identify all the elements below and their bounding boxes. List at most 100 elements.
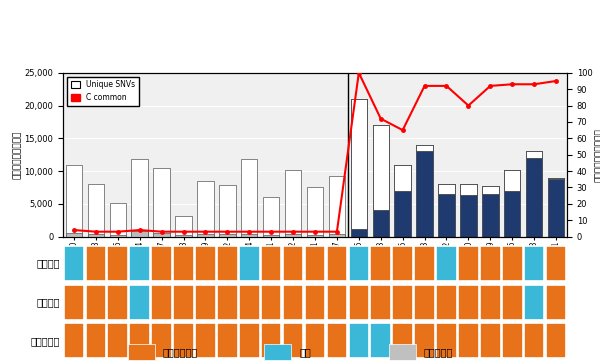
Bar [285, 170, 301, 237]
Bar [175, 235, 192, 237]
Bar [305, 246, 325, 281]
Text: 臨床診断: 臨床診断 [37, 258, 60, 268]
Bar [154, 168, 170, 237]
Bar [64, 324, 84, 359]
Bar [326, 285, 347, 320]
Bar [263, 197, 280, 237]
Bar [326, 246, 347, 281]
Bar [305, 285, 325, 320]
Bar [195, 324, 216, 359]
Bar [86, 324, 106, 359]
Bar [217, 324, 238, 359]
Bar [88, 184, 104, 237]
Bar [197, 181, 214, 237]
Bar [173, 285, 194, 320]
Bar [128, 344, 155, 360]
Bar [392, 246, 413, 281]
Bar [524, 246, 544, 281]
Bar [86, 285, 106, 320]
Bar [261, 324, 281, 359]
Bar [526, 151, 542, 158]
Bar [392, 285, 413, 320]
Bar [438, 184, 455, 194]
Bar [504, 170, 520, 237]
Bar [154, 233, 170, 237]
Text: 結節内結節: 結節内結節 [424, 347, 453, 357]
Bar [480, 246, 500, 281]
Bar [392, 324, 413, 359]
Bar [480, 285, 500, 320]
Bar [349, 246, 369, 281]
Bar [131, 231, 148, 237]
Bar [458, 324, 479, 359]
Bar [389, 344, 416, 360]
Bar [502, 285, 523, 320]
Bar [502, 324, 523, 359]
Bar [548, 178, 564, 237]
Bar [504, 170, 520, 191]
Bar [151, 285, 172, 320]
Bar [110, 235, 126, 237]
Bar [548, 178, 564, 179]
Bar [261, 285, 281, 320]
Bar [546, 285, 566, 320]
Bar [66, 233, 82, 237]
Bar [305, 324, 325, 359]
Bar [219, 234, 236, 237]
Bar [283, 324, 304, 359]
Y-axis label: 全ゲノムでの変異数: 全ゲノムでの変異数 [13, 131, 22, 179]
Bar [350, 99, 367, 229]
Bar [285, 234, 301, 237]
Y-axis label: 共通した変異の割合％: 共通した変異の割合％ [595, 128, 600, 182]
Bar [66, 165, 82, 237]
Bar [546, 246, 566, 281]
Bar [130, 324, 150, 359]
Bar [130, 285, 150, 320]
Bar [524, 285, 544, 320]
Bar [107, 285, 128, 320]
Bar [151, 246, 172, 281]
Bar [329, 234, 345, 237]
Bar [326, 324, 347, 359]
Bar [195, 246, 216, 281]
Bar [239, 246, 260, 281]
Bar [239, 324, 260, 359]
Bar [526, 151, 542, 237]
Bar [241, 159, 257, 237]
Bar [482, 186, 499, 194]
Bar [480, 324, 500, 359]
Bar [197, 234, 214, 237]
Bar [349, 285, 369, 320]
Bar [283, 285, 304, 320]
Bar [370, 324, 391, 359]
Bar [394, 165, 411, 237]
Text: 肝内転移: 肝内転移 [440, 31, 475, 46]
Bar [239, 285, 260, 320]
Bar [64, 246, 84, 281]
Bar [107, 246, 128, 281]
Bar [173, 324, 194, 359]
Bar [110, 203, 126, 237]
Bar [436, 324, 457, 359]
Bar [373, 125, 389, 237]
Bar [502, 246, 523, 281]
Bar [460, 184, 476, 195]
Bar [524, 324, 544, 359]
Bar [307, 235, 323, 237]
Bar [175, 215, 192, 237]
Bar [350, 99, 367, 237]
Bar [130, 246, 150, 281]
Bar [349, 324, 369, 359]
Bar [546, 324, 566, 359]
Bar [370, 285, 391, 320]
Bar [436, 285, 457, 320]
Bar [460, 184, 476, 237]
Text: 病理診断: 病理診断 [37, 297, 60, 307]
Bar [370, 246, 391, 281]
Bar [416, 145, 433, 237]
Bar [283, 246, 304, 281]
Bar [263, 235, 280, 237]
Bar [131, 159, 148, 237]
Bar [107, 324, 128, 359]
Bar [416, 145, 433, 151]
